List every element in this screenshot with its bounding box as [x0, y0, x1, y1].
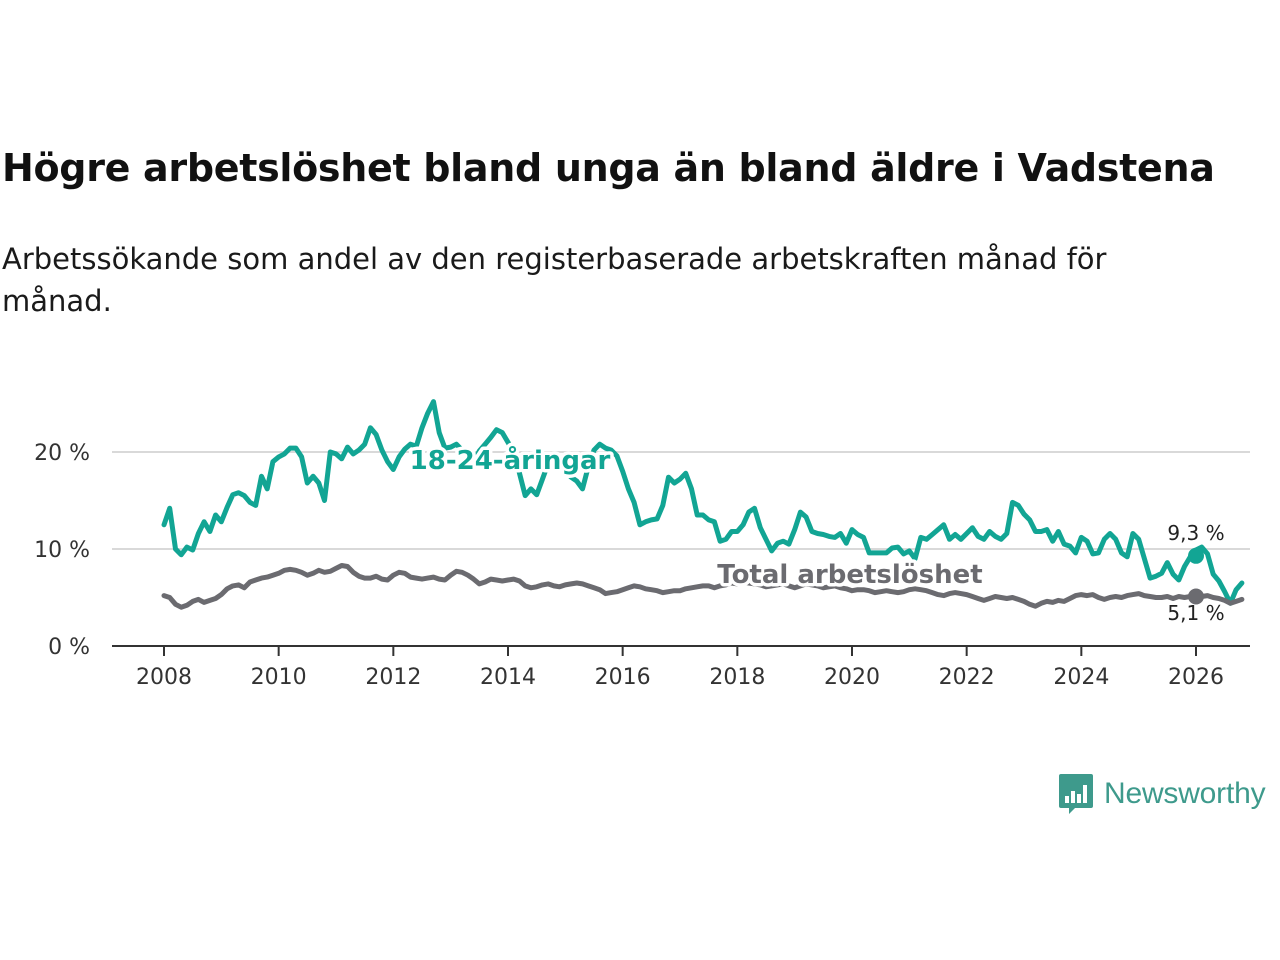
chart-title: Högre arbetslöshet bland unga än bland ä…	[2, 146, 1215, 190]
bar-chart-speech-bubble-icon	[1059, 774, 1093, 814]
total-unemployment-line	[161, 563, 1245, 610]
brand-name: Newsworthy	[1104, 777, 1266, 810]
x-tick-label: 2018	[709, 665, 765, 690]
y-tick-label: 10 %	[34, 538, 90, 563]
chart-subtitle: Arbetssökande som andel av den registerb…	[2, 242, 1107, 318]
newsworthy-logo: Newsworthy	[1058, 772, 1266, 816]
x-tick-label: 2010	[251, 665, 307, 690]
gridlines	[112, 451, 1250, 550]
x-tick-label: 2020	[824, 665, 880, 690]
y-tick-label: 20 %	[34, 441, 90, 466]
youth-end-point	[1188, 547, 1204, 564]
x-tick-label: 2008	[136, 665, 192, 690]
youth-unemployment-line	[161, 399, 1245, 606]
x-tick-label: 2012	[365, 665, 421, 690]
x-tick-label: 2024	[1053, 665, 1109, 690]
series-lines	[161, 399, 1245, 610]
y-axis: 0 % 10 % 20 %	[34, 441, 90, 660]
x-axis: 2008 2010 2012 2014 2016 2018 2020 2022 2024 2026	[112, 645, 1250, 690]
x-tick-label: 2014	[480, 665, 536, 690]
total-end-point	[1188, 588, 1204, 605]
x-tick-label: 2022	[939, 665, 995, 690]
y-tick-label: 0 %	[48, 635, 90, 660]
youth-series-label: 18-24-åringar	[410, 444, 611, 476]
youth-end-label: 9,3 %	[1167, 521, 1224, 545]
series-labels: 9,3 % 18-24-åringar 5,1 % Total arbetslöshe…	[406, 441, 1224, 626]
x-tick-label: 2026	[1168, 665, 1224, 690]
total-end-label: 5,1 %	[1167, 601, 1224, 625]
x-tick-label: 2016	[595, 665, 651, 690]
total-series-label: Total arbetslöshet	[717, 560, 982, 590]
